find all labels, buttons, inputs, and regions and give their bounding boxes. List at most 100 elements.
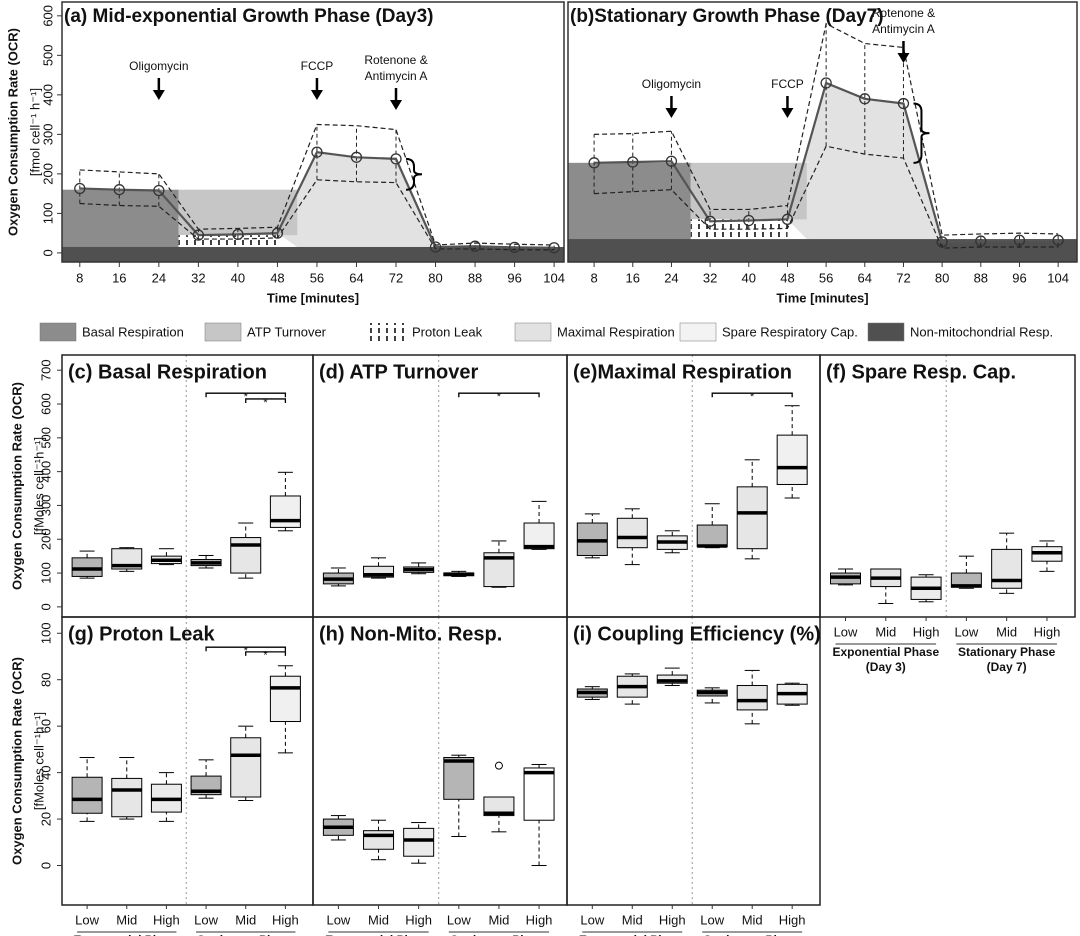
group-label: (Day 7): [987, 660, 1027, 674]
arrow-head: [781, 108, 794, 118]
panel-frame: [61, 616, 314, 906]
legend-swatch: [204, 322, 242, 342]
x-tick-label: 88: [468, 270, 482, 285]
legend-label: ATP Turnover: [247, 324, 327, 339]
mean-point: [548, 242, 560, 254]
x-axis-label: Time [minutes]: [267, 290, 359, 305]
x-tick-label: High: [659, 912, 686, 927]
arrow-head: [310, 90, 323, 100]
legend-swatch: [679, 322, 717, 342]
mean-point: [1052, 234, 1064, 246]
x-tick-label: 88: [974, 270, 988, 285]
y-tick-label: 60: [38, 719, 53, 733]
x-tick-label: 8: [590, 270, 597, 285]
significance-label: *: [750, 391, 755, 403]
panel-frame: [819, 354, 1076, 618]
x-tick-label: 80: [935, 270, 949, 285]
x-tick-label: Mid: [368, 912, 389, 927]
legend-swatch: [39, 322, 77, 342]
x-tick-label: 56: [310, 270, 324, 285]
mean-point: [975, 235, 987, 247]
y-tick-label: 400: [38, 461, 53, 483]
x-tick-label: Low: [700, 912, 724, 927]
mean-point: [588, 157, 600, 169]
legend-swatch: [867, 322, 905, 342]
x-tick-label: 96: [507, 270, 521, 285]
box: [736, 486, 768, 550]
x-tick-label: Mid: [488, 912, 509, 927]
mean-point: [936, 236, 948, 248]
mean-point: [390, 153, 402, 165]
mean-point: [859, 93, 871, 105]
x-tick-label: 104: [1047, 270, 1069, 285]
box: [269, 495, 301, 528]
box: [483, 796, 515, 817]
x-tick-label: Low: [954, 624, 978, 639]
group-label: Stationary Phase: [958, 645, 1056, 659]
spare-region: [806, 161, 809, 163]
box: [71, 776, 103, 814]
box: [111, 777, 143, 818]
group-label: Exponential Phase: [579, 933, 686, 936]
x-tick-label: Mid: [622, 912, 643, 927]
group-label: (Day 3): [866, 660, 906, 674]
series-line: [594, 145, 1059, 249]
annotation: FCCP: [771, 77, 804, 91]
legend-label: Non-mitochondrial Resp.: [910, 324, 1053, 339]
arrow-head: [152, 90, 165, 100]
x-tick-label: Mid: [235, 912, 256, 927]
panel-title: (g) Proton Leak: [68, 623, 216, 645]
box: [230, 737, 262, 798]
x-tick-label: 24: [664, 270, 678, 285]
x-tick-label: 72: [896, 270, 910, 285]
group-label: Stationary Phase: [704, 933, 802, 936]
series-line: [79, 179, 555, 251]
significance-label: *: [497, 391, 502, 403]
group-label: Exponential Phase: [73, 933, 180, 936]
mean-point: [311, 146, 323, 158]
plot-frame: [567, 1, 1078, 263]
legend-swatch: [514, 322, 552, 342]
x-tick-label: 40: [231, 270, 245, 285]
significance-bracket: [245, 398, 287, 403]
mean-point: [153, 184, 165, 197]
significance-bracket: [205, 646, 287, 652]
y-axis-label: Oxygen Consumption Rate (OCR): [9, 382, 24, 590]
legend-swatch: [370, 323, 406, 341]
mean-point: [704, 215, 716, 227]
box: [443, 757, 475, 800]
series-line: [594, 81, 1059, 243]
mean-point: [1013, 234, 1026, 246]
box: [269, 675, 301, 723]
outlier: [494, 761, 503, 770]
mean-point: [781, 213, 794, 225]
panel-title: (c) Basal Respiration: [68, 361, 267, 383]
y-axis-label: Oxygen Consumption Rate (OCR): [5, 28, 20, 236]
non-mito-region: [568, 239, 1077, 262]
panel-title: (b)Stationary Growth Phase (Day7): [570, 6, 884, 27]
x-tick-label: 48: [780, 270, 794, 285]
mean-point: [271, 227, 284, 239]
brace: [913, 102, 930, 164]
x-tick-label: Mid: [996, 624, 1017, 639]
y-tick-label: 100: [38, 562, 53, 584]
mean-point: [897, 97, 910, 110]
panel-frame: [566, 354, 821, 618]
y-tick-label: 300: [38, 495, 53, 517]
group-label: Stationary Phase: [197, 933, 295, 936]
x-tick-label: 32: [703, 270, 717, 285]
box: [403, 827, 435, 857]
y-tick-label: 20: [38, 812, 53, 826]
panel-frame: [312, 616, 568, 906]
box: [363, 830, 395, 850]
annotation: Oligomycin: [129, 59, 188, 73]
x-tick-label: 96: [1012, 270, 1026, 285]
panel-frame: [61, 354, 314, 618]
annotation: Antimycin A: [872, 22, 935, 36]
arrow-head: [897, 53, 910, 63]
mean-point: [232, 228, 244, 240]
x-tick-label: Mid: [116, 912, 137, 927]
box: [71, 557, 103, 577]
x-tick-label: Mid: [742, 912, 763, 927]
annotation: Oligomycin: [642, 77, 701, 91]
